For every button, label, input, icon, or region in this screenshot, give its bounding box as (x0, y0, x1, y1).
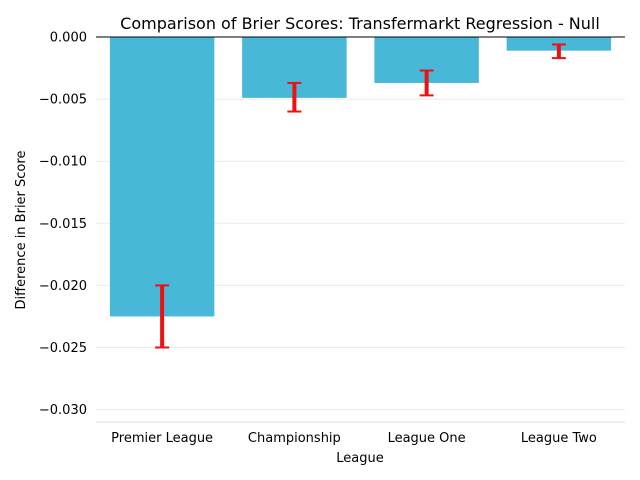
chart-title: Comparison of Brier Scores: Transfermark… (120, 14, 600, 33)
y-tick-label: −0.015 (39, 217, 87, 232)
bars (109, 37, 612, 317)
y-tick-label: −0.010 (39, 155, 87, 170)
bar (109, 37, 215, 317)
y-tick-label: −0.020 (39, 279, 87, 294)
y-tick-label: 0.000 (50, 31, 87, 46)
error-bar (419, 69, 434, 97)
error-bars (155, 43, 566, 349)
x-axis-label: League (336, 451, 383, 466)
x-tick-labels: Premier League Championship League One Leag… (111, 431, 597, 446)
error-bar (287, 81, 302, 113)
x-tick-label: League One (388, 431, 466, 446)
x-tick-label: League Two (521, 431, 597, 446)
x-tick-label: Premier League (111, 431, 213, 446)
y-tick-label: −0.005 (39, 93, 87, 108)
error-bar (551, 43, 566, 60)
error-bar (155, 284, 170, 349)
y-tick-label: −0.030 (39, 403, 87, 418)
y-axis-label: Difference in Brier Score (14, 151, 29, 310)
y-tick-labels: 0.000 −0.005 −0.010 −0.015 −0.020 −0.025 −0.03… (39, 31, 87, 419)
x-tick-label: Championship (248, 431, 341, 446)
y-tick-label: −0.025 (39, 341, 87, 356)
